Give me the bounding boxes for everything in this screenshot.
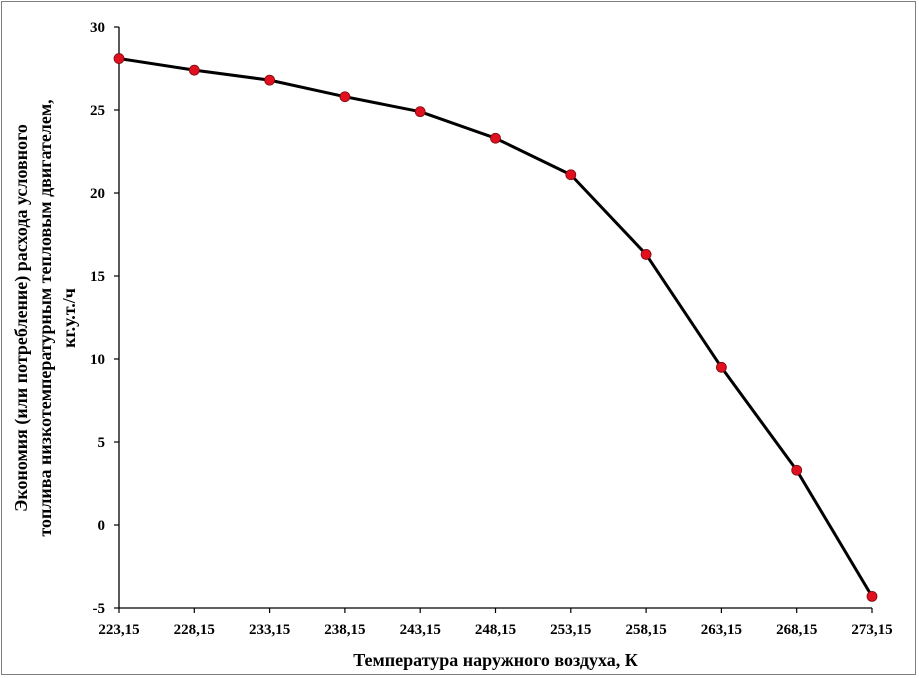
data-point bbox=[490, 132, 501, 144]
data-point bbox=[264, 74, 276, 86]
data-point bbox=[188, 64, 200, 76]
x-tick-labels: 223,15 228,15 233,15 238,15 243,15 248,15 253,… bbox=[98, 622, 892, 638]
y-tick-labels: 30 25 20 15 10 5 0 -5 bbox=[90, 20, 105, 617]
y-tick-label: 5 bbox=[98, 435, 106, 451]
data-point bbox=[339, 91, 351, 103]
data-point bbox=[866, 590, 878, 602]
x-tick-label: 268,15 bbox=[776, 622, 817, 638]
x-tick-label: 238,15 bbox=[324, 622, 365, 638]
data-point bbox=[716, 361, 727, 373]
x-tick-label: 223,15 bbox=[98, 622, 139, 638]
x-tick-label: 228,15 bbox=[174, 622, 215, 638]
y-axis-title-line-2: топлива низкотемпературным тепловым двиг… bbox=[35, 99, 55, 536]
y-tick-label: 20 bbox=[90, 186, 105, 202]
data-point bbox=[113, 53, 125, 64]
y-axis-title: Экономия (или потребление) расхода услов… bbox=[11, 99, 79, 536]
y-axis-title-line-3: кг.у.т./ч bbox=[59, 288, 79, 348]
x-axis-title: Температура наружного воздуха, К bbox=[353, 650, 638, 670]
data-point bbox=[414, 106, 426, 118]
y-axis-title-line-1: Экономия (или потребление) расхода услов… bbox=[11, 124, 32, 512]
data-point bbox=[640, 249, 652, 260]
series-group bbox=[113, 53, 878, 602]
x-tick-label: 258,15 bbox=[625, 622, 666, 638]
y-tick-label: 30 bbox=[90, 20, 105, 36]
data-point bbox=[791, 464, 803, 476]
x-tick-label: 273,15 bbox=[851, 622, 892, 638]
x-tick-label: 253,15 bbox=[550, 622, 591, 638]
y-tick-label: 10 bbox=[90, 352, 105, 368]
y-tick-label: 25 bbox=[90, 103, 105, 119]
data-point bbox=[565, 169, 577, 181]
x-tick-label: 263,15 bbox=[701, 622, 742, 638]
axes bbox=[114, 26, 873, 613]
x-tick-label: 248,15 bbox=[475, 622, 516, 638]
x-tick-label: 243,15 bbox=[400, 622, 441, 638]
y-tick-label: 15 bbox=[90, 269, 105, 285]
y-tick-label: 0 bbox=[98, 518, 106, 534]
y-tick-label: -5 bbox=[93, 601, 106, 617]
x-tick-label: 233,15 bbox=[249, 622, 290, 638]
